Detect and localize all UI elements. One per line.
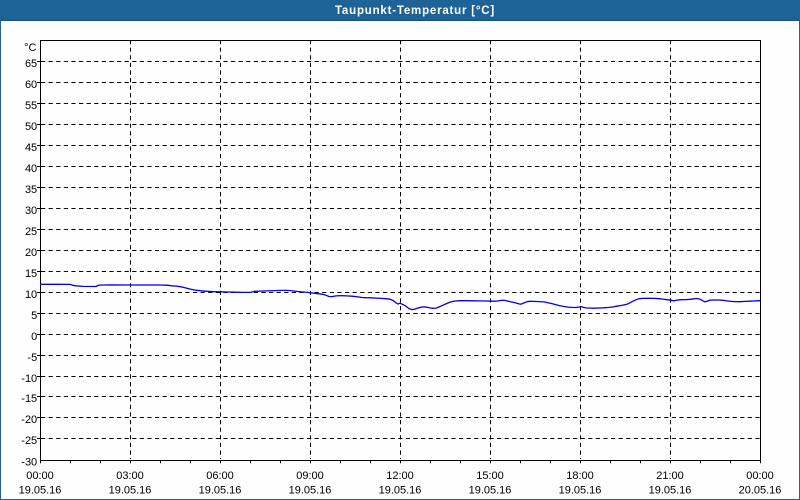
svg-text:15:00: 15:00 <box>476 470 504 482</box>
svg-text:Taupunkt-Temperatur [°C]: Taupunkt-Temperatur [°C] <box>335 5 495 17</box>
svg-text:19.05.16: 19.05.16 <box>469 484 512 496</box>
svg-text:19.05.16: 19.05.16 <box>289 484 332 496</box>
svg-text:10: 10 <box>25 289 37 301</box>
svg-text:19.05.16: 19.05.16 <box>559 484 602 496</box>
svg-text:5: 5 <box>31 310 37 322</box>
svg-text:50: 50 <box>25 121 37 133</box>
svg-text:-15: -15 <box>21 393 37 405</box>
svg-text:35: 35 <box>25 184 37 196</box>
svg-text:19.05.16: 19.05.16 <box>109 484 152 496</box>
svg-text:19.05.16: 19.05.16 <box>649 484 692 496</box>
svg-text:40: 40 <box>25 163 37 175</box>
svg-text:18:00: 18:00 <box>566 470 594 482</box>
svg-text:20.05.16: 20.05.16 <box>739 484 782 496</box>
svg-text:19.05.16: 19.05.16 <box>199 484 242 496</box>
svg-text:20: 20 <box>25 247 37 259</box>
svg-text:00:00: 00:00 <box>26 470 54 482</box>
svg-text:-30: -30 <box>21 456 37 468</box>
svg-text:30: 30 <box>25 205 37 217</box>
svg-text:-25: -25 <box>21 435 37 447</box>
svg-text:0: 0 <box>31 331 37 343</box>
svg-text:-10: -10 <box>21 373 37 385</box>
svg-text:21:00: 21:00 <box>656 470 684 482</box>
svg-text:-20: -20 <box>21 414 37 426</box>
svg-text:-5: -5 <box>27 352 37 364</box>
svg-text:15: 15 <box>25 268 37 280</box>
svg-text:19.05.16: 19.05.16 <box>379 484 422 496</box>
svg-text:65: 65 <box>25 58 37 70</box>
svg-text:09:00: 09:00 <box>296 470 324 482</box>
svg-text:25: 25 <box>25 226 37 238</box>
svg-text:55: 55 <box>25 100 37 112</box>
svg-text:19.05.16: 19.05.16 <box>19 484 62 496</box>
svg-text:45: 45 <box>25 142 37 154</box>
svg-text:03:00: 03:00 <box>116 470 144 482</box>
svg-text:06:00: 06:00 <box>206 470 234 482</box>
svg-text:00:00: 00:00 <box>746 470 774 482</box>
svg-text:°C: °C <box>24 42 36 54</box>
svg-text:60: 60 <box>25 79 37 91</box>
svg-text:12:00: 12:00 <box>386 470 414 482</box>
